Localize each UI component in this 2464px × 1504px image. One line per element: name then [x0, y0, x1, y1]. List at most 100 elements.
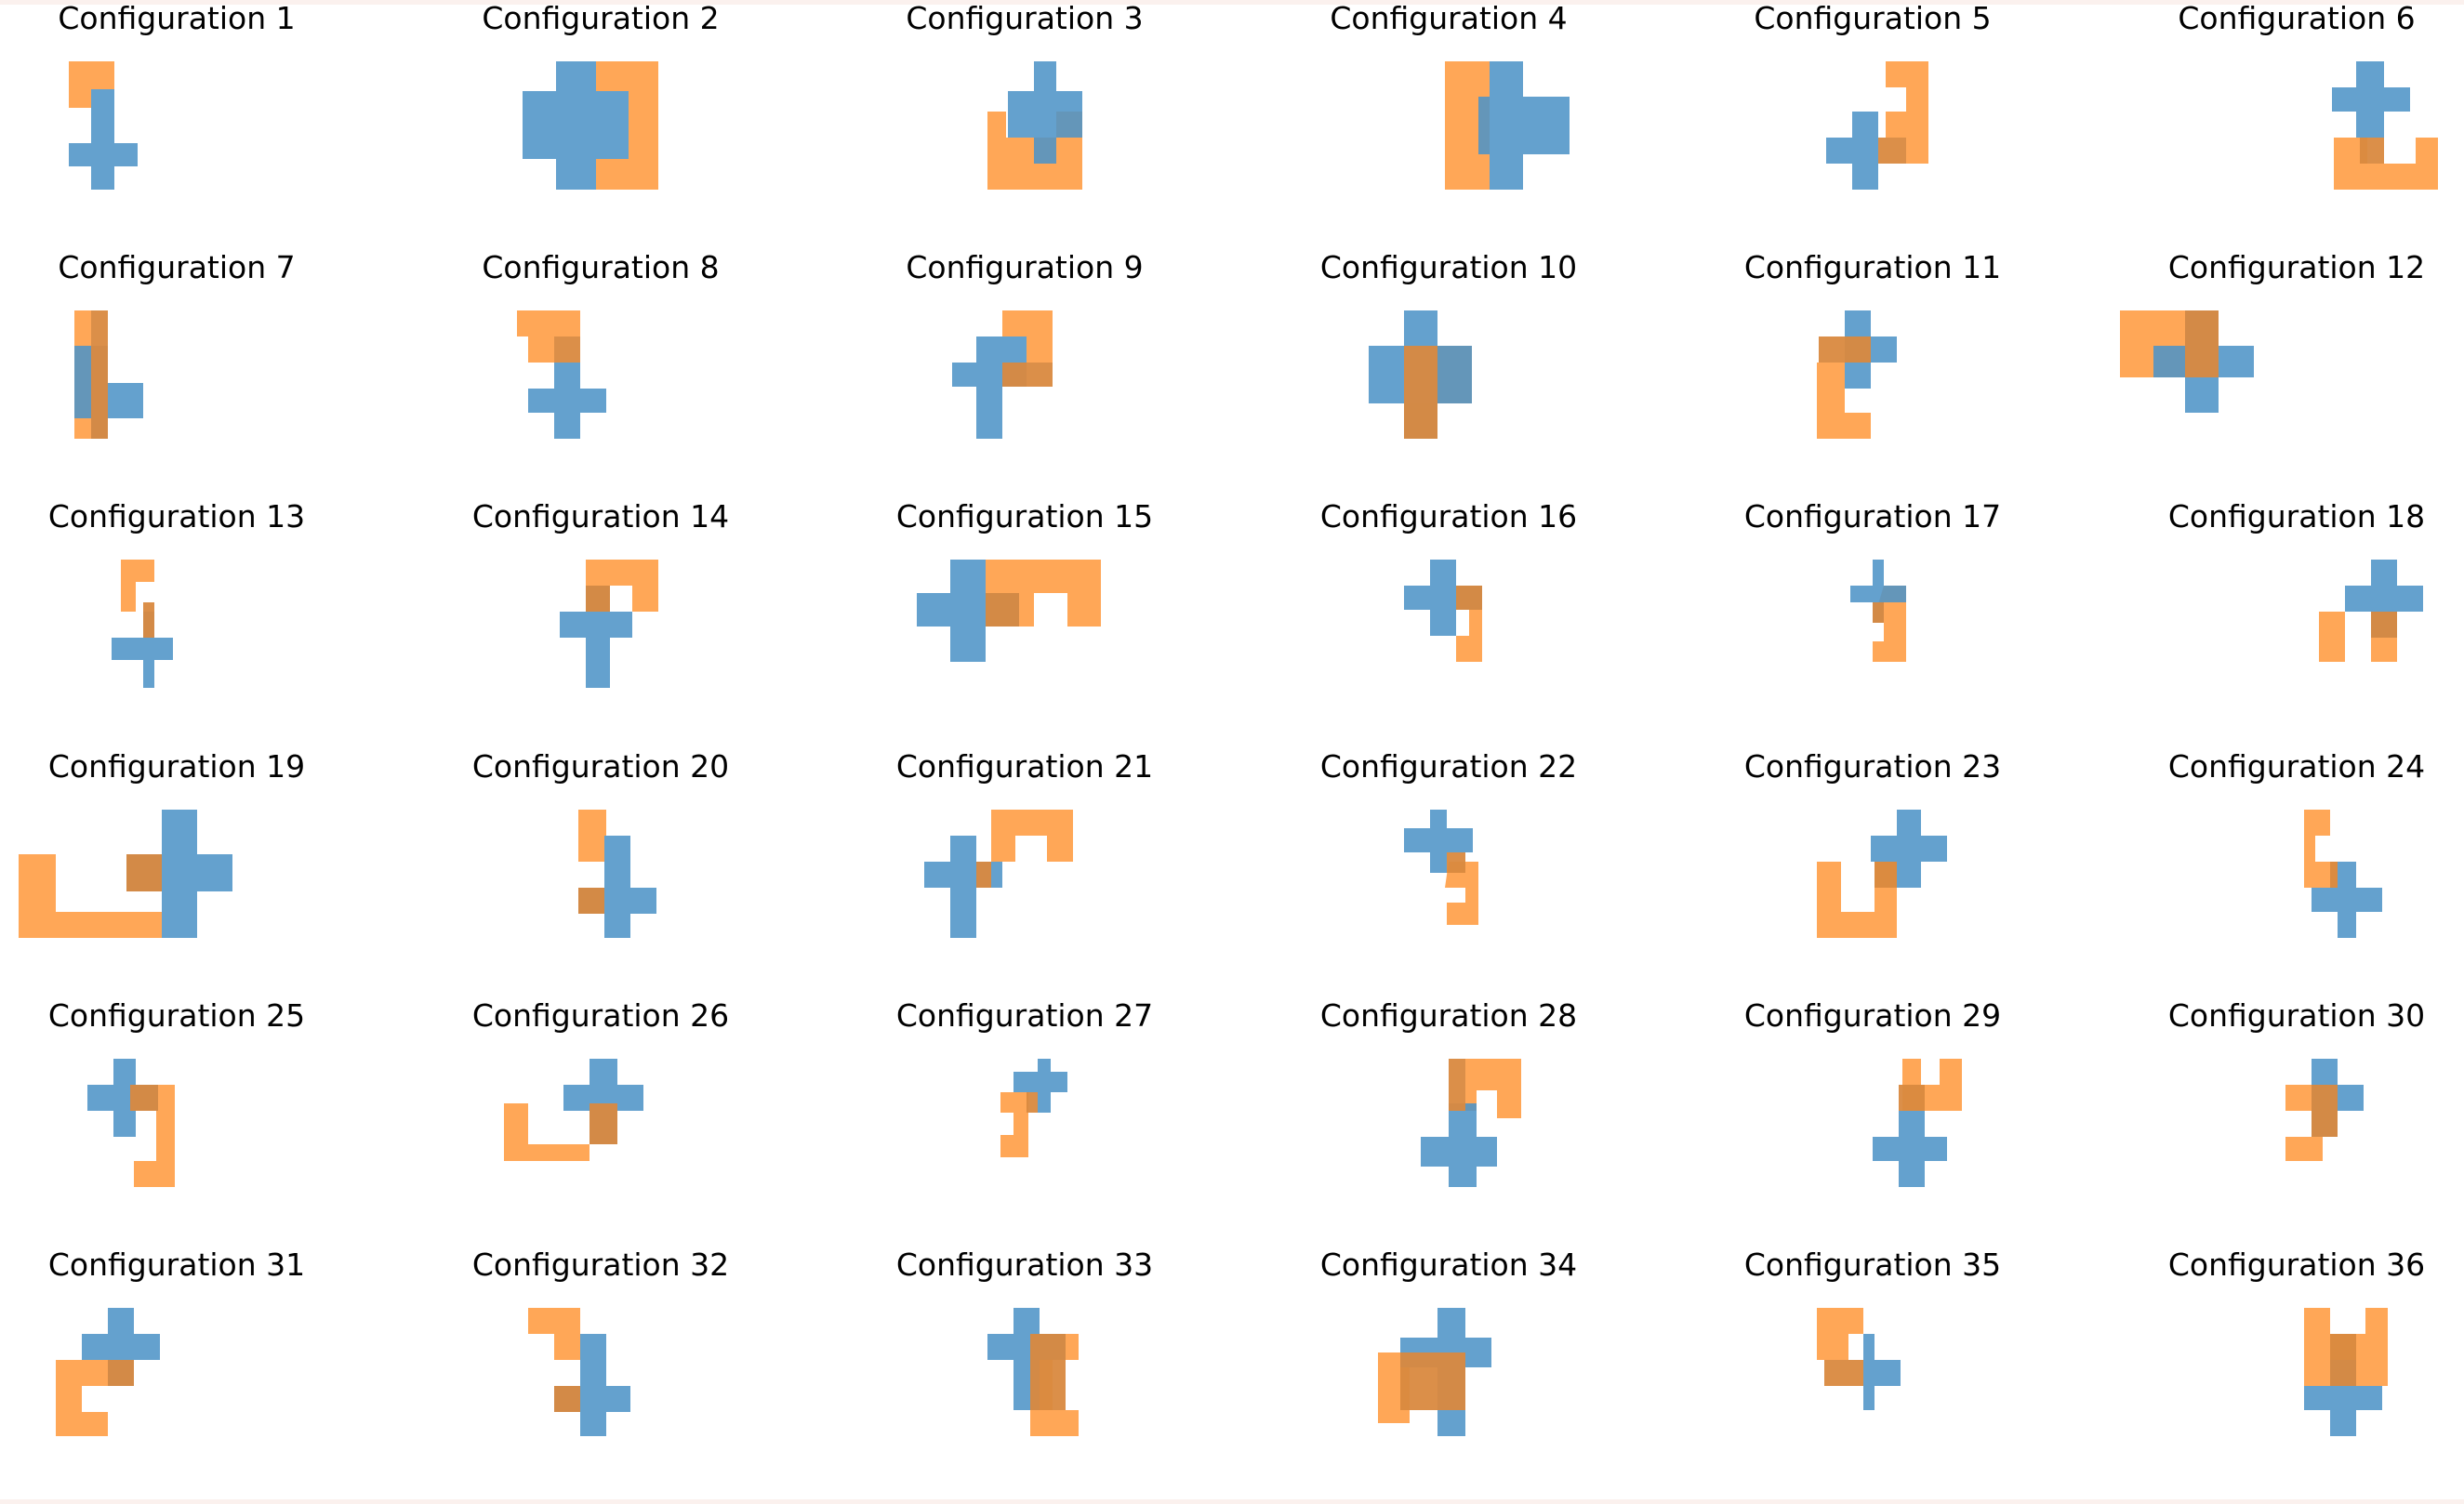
blue-piece — [2304, 1360, 2382, 1436]
orange-piece — [1886, 61, 1928, 164]
configuration-title: Configuration 31 — [47, 1247, 306, 1283]
configuration-plot-26 — [504, 1059, 643, 1161]
configuration-plot-32 — [528, 1308, 630, 1436]
configuration-title: Configuration 10 — [1319, 249, 1578, 285]
orange-piece — [2334, 138, 2438, 190]
configuration-plot-18 — [2319, 560, 2423, 662]
blue-piece — [952, 336, 1027, 439]
configuration-plot-27 — [1000, 1059, 1067, 1157]
configuration-panel-12: Configuration 12 — [2101, 249, 2464, 491]
blue-piece — [2312, 862, 2382, 938]
configuration-plot-23 — [1817, 810, 1947, 938]
configuration-title: Configuration 35 — [1743, 1247, 2002, 1283]
orange-piece — [1465, 1059, 1521, 1118]
configuration-plot-11 — [1817, 310, 1897, 439]
blue-piece — [987, 1308, 1066, 1410]
configuration-panel-17: Configuration 17 — [1677, 498, 2068, 740]
orange-piece — [2304, 810, 2338, 888]
configuration-plot-5 — [1826, 61, 1928, 190]
blue-piece — [2345, 560, 2423, 638]
configuration-title: Configuration 7 — [58, 249, 296, 285]
configuration-panel-29: Configuration 29 — [1677, 997, 2068, 1239]
overlap-region — [2360, 138, 2384, 164]
configuration-plot-6 — [2332, 61, 2438, 190]
configuration-plot-17 — [1850, 560, 1906, 662]
configuration-title: Configuration 5 — [1754, 0, 1992, 36]
configuration-title: Configuration 28 — [1319, 997, 1578, 1034]
overlap-region — [1449, 1059, 1465, 1111]
blue-piece — [112, 612, 173, 688]
orange-piece — [19, 854, 162, 938]
configuration-panel-16: Configuration 16 — [1253, 498, 1644, 740]
orange-piece — [991, 810, 1073, 862]
configuration-plot-29 — [1873, 1059, 1962, 1187]
configuration-plot-33 — [987, 1308, 1079, 1436]
configuration-title: Configuration 26 — [471, 997, 730, 1034]
configuration-title: Configuration 1 — [58, 0, 296, 36]
configuration-title: Configuration 15 — [895, 498, 1154, 534]
configuration-plot-20 — [578, 810, 656, 938]
configuration-panel-2: Configuration 2 — [405, 0, 796, 242]
configuration-plot-30 — [2285, 1059, 2364, 1161]
configuration-title: Configuration 25 — [47, 997, 306, 1034]
configuration-panel-24: Configuration 24 — [2101, 748, 2464, 990]
blue-piece — [2332, 61, 2410, 138]
configuration-panel-18: Configuration 18 — [2101, 498, 2464, 740]
orange-piece — [528, 1308, 580, 1360]
configuration-panel-21: Configuration 21 — [829, 748, 1220, 990]
configuration-title: Configuration 4 — [1330, 0, 1568, 36]
overlap-region — [1899, 1085, 1925, 1111]
configuration-panel-32: Configuration 32 — [405, 1247, 796, 1488]
configuration-plot-36 — [2304, 1308, 2388, 1436]
blue-piece — [1478, 61, 1570, 190]
configuration-panel-23: Configuration 23 — [1677, 748, 2068, 990]
configuration-panel-34: Configuration 34 — [1253, 1247, 1644, 1488]
overlap-region — [1878, 138, 1906, 164]
overlap-region — [1400, 1352, 1465, 1410]
configuration-panel-22: Configuration 22 — [1253, 748, 1644, 990]
blue-piece — [126, 810, 232, 938]
configuration-plot-12 — [2120, 310, 2254, 413]
configuration-title: Configuration 22 — [1319, 748, 1578, 785]
orange-piece — [1002, 310, 1053, 363]
orange-piece — [1445, 862, 1478, 925]
blue-piece — [1826, 112, 1878, 190]
configuration-title: Configuration 9 — [906, 249, 1144, 285]
orange-piece — [1817, 1308, 1863, 1360]
overlap-region — [1873, 602, 1884, 623]
orange-piece — [69, 61, 114, 108]
configuration-title: Configuration 36 — [2167, 1247, 2426, 1283]
configuration-panel-28: Configuration 28 — [1253, 997, 1644, 1239]
configuration-panel-26: Configuration 26 — [405, 997, 796, 1239]
orange-piece — [517, 310, 580, 363]
configuration-panel-30: Configuration 30 — [2101, 997, 2464, 1239]
configuration-title: Configuration 13 — [47, 498, 306, 534]
orange-piece — [504, 1103, 590, 1161]
configuration-title: Configuration 16 — [1319, 498, 1578, 534]
configuration-panel-27: Configuration 27 — [829, 997, 1220, 1239]
configuration-title: Configuration 12 — [2167, 249, 2426, 285]
blue-piece — [1871, 810, 1947, 888]
configuration-plot-16 — [1404, 560, 1482, 662]
configuration-plot-4 — [1445, 61, 1570, 190]
blue-piece — [917, 560, 1019, 662]
overlap-region — [130, 1085, 158, 1111]
configuration-title: Configuration 17 — [1743, 498, 2002, 534]
configuration-plot-24 — [2304, 810, 2382, 938]
configuration-panel-13: Configuration 13 — [0, 498, 372, 740]
blue-piece — [523, 61, 629, 190]
configuration-title: Configuration 3 — [906, 0, 1144, 36]
overlap-region — [91, 310, 108, 439]
configuration-plot-13 — [112, 560, 173, 688]
blue-piece — [87, 1059, 158, 1137]
configuration-plot-2 — [523, 61, 658, 190]
configuration-title: Configuration 2 — [482, 0, 720, 36]
overlap-region — [590, 1103, 617, 1144]
configuration-title: Configuration 33 — [895, 1247, 1154, 1283]
overlap-region — [1874, 862, 1897, 888]
blue-piece — [528, 363, 606, 439]
overlap-region — [108, 1360, 134, 1386]
configuration-panel-1: Configuration 1 — [0, 0, 372, 242]
configuration-title: Configuration 32 — [471, 1247, 730, 1283]
